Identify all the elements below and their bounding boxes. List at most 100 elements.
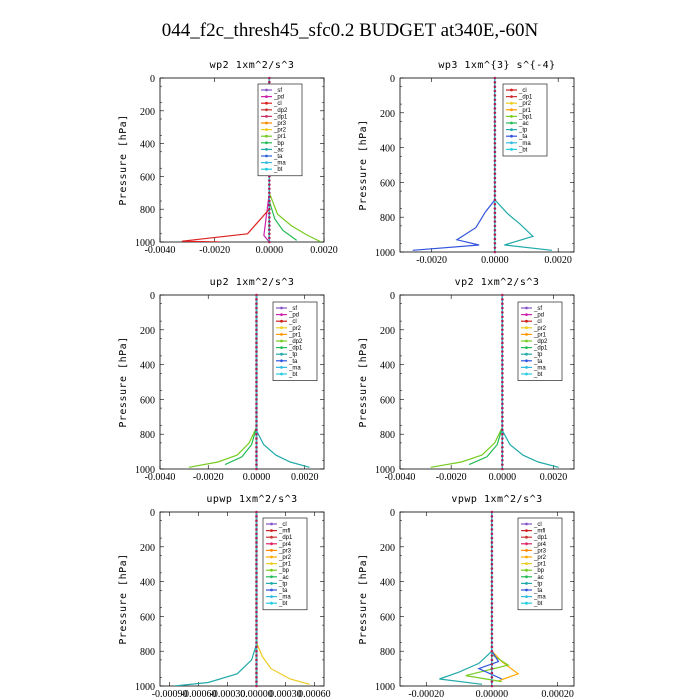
x-tick-label: 0.0000	[489, 472, 517, 483]
legend-label: _pr1	[533, 562, 547, 568]
legend: _cl_dp1_pr2_pr1_bp1_ac_tp_ta_ma_bt	[502, 83, 548, 157]
y-tick-label: 400	[140, 361, 155, 372]
legend: _cl_mfl_dp1_pr4_pr3_pr2_pr1_bp_ac_tp_ta_…	[517, 517, 563, 611]
profile-marker	[490, 571, 494, 575]
plot-frame	[159, 294, 325, 470]
legend-label: _bp	[273, 141, 285, 147]
y-tick-label: 400	[140, 140, 155, 151]
legend-label: _bt	[533, 601, 543, 607]
profile-marker	[268, 199, 271, 203]
legend-label: _pr1	[288, 332, 302, 338]
legend-label: _pr3	[533, 548, 547, 554]
legend-label: _pr3	[273, 121, 287, 127]
legend-marker	[510, 128, 513, 132]
profile-marker	[268, 76, 271, 80]
figure-title: 044_f2c_thresh45_sfc0.2 BUDGET at340E,-6…	[161, 20, 539, 41]
profile-marker	[501, 419, 504, 423]
profile-marker	[493, 176, 497, 180]
profile-marker	[490, 515, 494, 518]
profile-marker	[255, 562, 258, 566]
legend-marker	[265, 101, 268, 105]
profile-marker	[255, 315, 258, 319]
profile-marker	[490, 510, 494, 514]
profile-marker	[501, 332, 504, 336]
chart-panel-1: wp2 1xm^2/s^3 Pressure [hPa] 0 200 400 600 800…	[118, 60, 338, 256]
legend-marker	[270, 555, 273, 559]
profile-marker	[255, 667, 258, 670]
legend-label: _tp	[533, 352, 543, 358]
y-tick-label: 600	[140, 395, 155, 406]
profile-marker	[493, 124, 497, 128]
y-tick-label: 600	[380, 395, 395, 406]
y-tick-label: 200	[380, 326, 395, 337]
x-tick-label: -0.0020	[199, 245, 230, 256]
profile-marker	[501, 415, 504, 419]
legend-label: _pr2	[533, 555, 547, 561]
legend-marker	[525, 601, 528, 605]
profile-marker	[490, 602, 494, 605]
x-tick-label: -0.0040	[385, 472, 416, 483]
profile-marker	[493, 189, 497, 193]
profile-marker	[501, 398, 504, 401]
y-axis-label: Pressure [hPa]	[118, 336, 129, 427]
legend-label: _cl	[288, 319, 297, 325]
plot-frame	[399, 294, 575, 470]
y-tick-label: 200	[380, 543, 395, 554]
profile-marker	[255, 580, 258, 583]
profile-marker	[255, 328, 258, 332]
profile-marker	[501, 406, 504, 410]
legend-marker	[280, 326, 283, 330]
x-tick-label: -0.0020	[416, 255, 447, 266]
profile-marker	[501, 302, 504, 306]
legend-marker	[510, 95, 513, 98]
profile-marker	[501, 437, 504, 440]
legend-label: _mfl	[278, 529, 290, 535]
y-tick-label: 0	[390, 508, 395, 519]
profile-marker	[490, 589, 494, 592]
profile-marker	[255, 549, 258, 553]
legend-label: _bt	[518, 147, 528, 153]
profile-marker	[493, 246, 497, 249]
x-tick-label: -0.0020	[193, 472, 224, 483]
profile-marker	[268, 216, 271, 219]
legend-label: _ma	[273, 161, 286, 167]
profile-marker	[255, 519, 258, 522]
y-tick-label: 200	[140, 543, 155, 554]
legend-marker	[265, 167, 268, 171]
profile-marker	[255, 593, 258, 596]
profile-marker	[255, 363, 258, 366]
profile-marker	[255, 602, 258, 605]
y-tick-label: 600	[140, 612, 155, 623]
profile-marker	[490, 623, 494, 627]
legend-label: _cl	[273, 101, 282, 107]
legend-marker	[525, 582, 528, 585]
profile-marker	[255, 445, 258, 449]
profile-marker	[490, 567, 494, 570]
legend-marker	[510, 101, 513, 105]
profile-marker	[255, 571, 258, 575]
profile-marker	[255, 680, 258, 683]
profile-marker	[268, 195, 271, 199]
panel-title: wp2 1xm^2/s^3	[210, 60, 295, 71]
profile-marker	[490, 528, 494, 531]
legend-marker	[270, 529, 273, 532]
legend-marker	[525, 346, 528, 349]
legend-marker	[280, 346, 283, 349]
profile-marker	[493, 220, 497, 223]
y-tick-label: 400	[380, 144, 395, 155]
profile-marker	[255, 545, 258, 549]
profile-marker	[493, 94, 497, 97]
profile-marker	[493, 133, 497, 136]
legend-label: _pd	[273, 95, 284, 101]
legend-marker	[510, 141, 513, 145]
legend-label: _ma	[518, 141, 531, 147]
y-tick-label: 1000	[375, 682, 395, 693]
legend-label: _bt	[533, 372, 543, 378]
legend-label: _pr2	[518, 101, 532, 107]
legend-marker	[265, 148, 268, 151]
legend-label: _dp1	[533, 346, 548, 352]
legend-marker	[280, 372, 283, 376]
legend-marker	[525, 366, 528, 369]
legend-marker	[510, 121, 513, 125]
profile-marker	[255, 302, 258, 306]
